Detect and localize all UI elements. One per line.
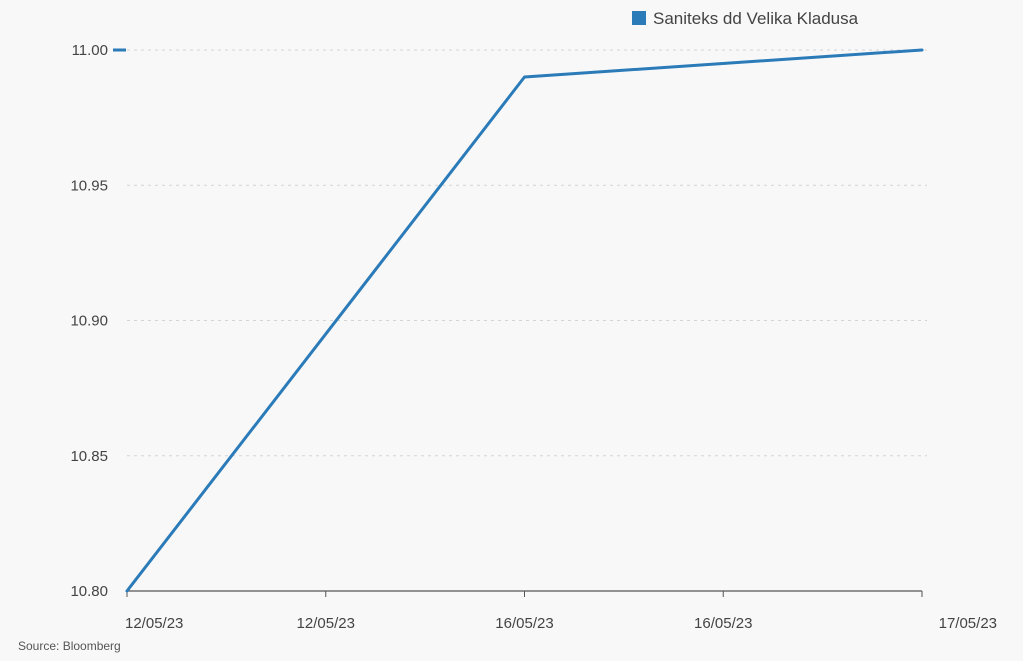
series-lines (125, 48, 924, 593)
y-tick-label: 10.90 (70, 313, 108, 330)
y-tick-label: 11.00 (72, 42, 108, 59)
x-tick-label: 12/05/23 (297, 615, 355, 632)
last-value-markers (113, 48, 126, 52)
x-tick-label: 16/05/23 (495, 615, 553, 632)
legend: Saniteks dd Velika Kladusa (632, 9, 859, 28)
y-tick-label: 10.85 (70, 448, 108, 465)
series-line (125, 48, 924, 593)
last-value-marker (113, 48, 126, 52)
x-axis-tick-labels: 12/05/23 12/05/23 16/05/23 16/05/23 17/05/23 (125, 615, 997, 632)
x-axis (126, 590, 923, 597)
y-axis-tick-labels: 10.80 10.85 10.90 10.95 11.00 (70, 42, 108, 600)
y-tick-label: 10.95 (70, 177, 108, 194)
x-tick-label: 17/05/23 (939, 615, 997, 632)
source-note: Source: Bloomberg (18, 639, 121, 653)
legend-swatch (632, 11, 646, 25)
x-tick-label: 12/05/23 (125, 615, 183, 632)
grid-lines (127, 49, 927, 457)
y-tick-label: 10.80 (70, 583, 108, 600)
legend-label: Saniteks dd Velika Kladusa (653, 9, 859, 28)
x-tick-label: 16/05/23 (694, 615, 752, 632)
